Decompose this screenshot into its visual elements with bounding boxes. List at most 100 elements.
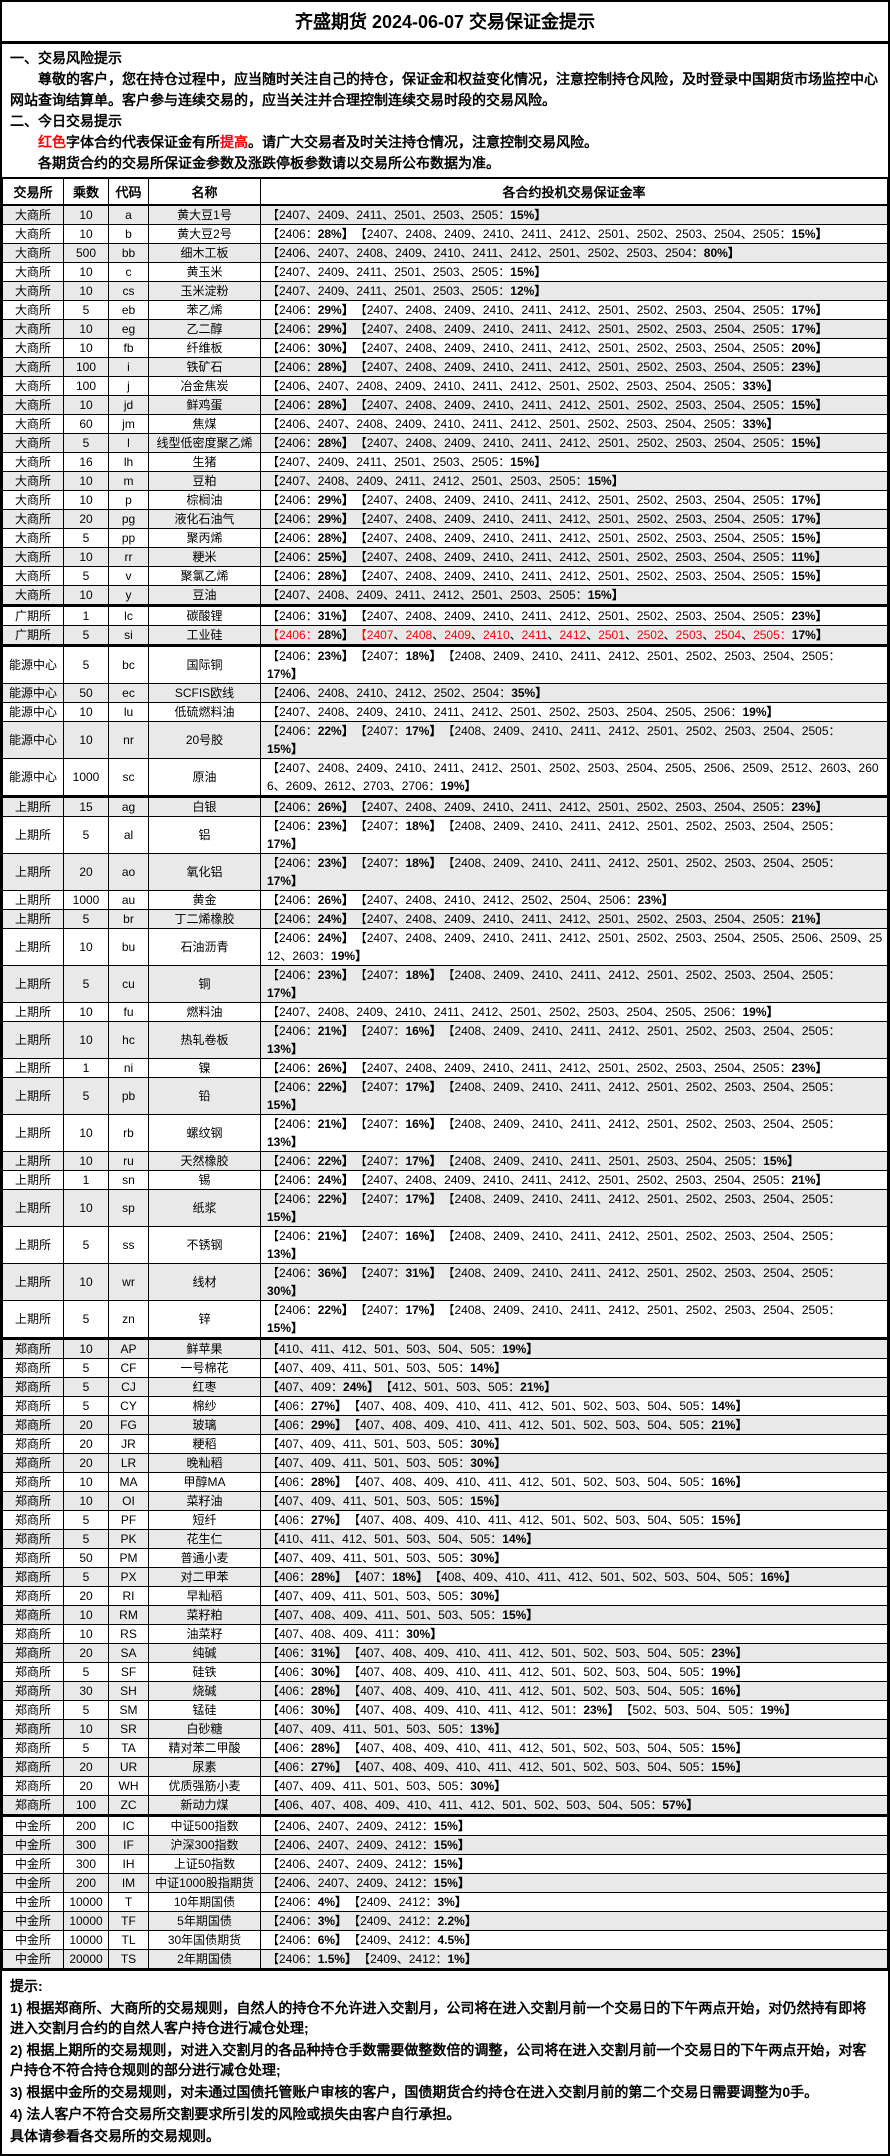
cell-code: sp — [108, 1189, 149, 1227]
contract-rate-group: 【2407、2408、2409、2410、2411、2412、2501、2502… — [360, 550, 827, 564]
table-row: 上期所 10 rb 螺纹钢 【2406：21%】 【2407：16%】 【2408、2409… — [2, 1114, 888, 1152]
cell-code: JR — [108, 1434, 149, 1454]
contract-rate-group: 【2406：28%】 — [267, 398, 354, 412]
cell-code: MA — [108, 1472, 149, 1492]
contract-rate-group: 【2408、2409、2410、2411、2412、2501、2502、2503… — [267, 649, 841, 681]
cell-margin-rates: 【2406：22%】 【2407：17%】 【2408、2409、2410、2411… — [260, 1077, 888, 1115]
contract-rate-group: 【407、409、411、501、503、505：30%】 — [267, 1589, 507, 1603]
margin-rate-value: 18%】 — [405, 649, 442, 663]
cell-code: lh — [108, 452, 149, 472]
cell-margin-rates: 【2406：22%】 【2407：17%】 【2408、2409、2410、2411… — [260, 1300, 888, 1340]
contract-rate-group: 【2407、2408、2409、2410、2411、2412、2501、2502… — [360, 1061, 828, 1075]
cell-multiplier: 5 — [63, 433, 109, 453]
contract-rate-group: 【407、408、409、410、411、412、501、502、503、504… — [354, 1475, 748, 1489]
contract-rate-group: 【2406：24%】 — [267, 1173, 354, 1187]
cell-multiplier: 10 — [63, 262, 109, 282]
table-row: 大商所 5 v 聚氯乙烯 【2406：28%】 【2407、2408、2409、2410、… — [2, 566, 888, 586]
cell-exchange: 郑商所 — [2, 1586, 64, 1606]
cell-exchange: 上期所 — [2, 928, 64, 966]
cell-margin-rates: 【407、408、409、411：30%】 — [260, 1624, 888, 1644]
cell-name: 花生仁 — [148, 1529, 261, 1549]
cell-name: 菜籽粕 — [148, 1605, 261, 1625]
cell-exchange: 郑商所 — [2, 1681, 64, 1701]
table-row: 大商所 10 jd 鲜鸡蛋 【2406：28%】 【2407、2408、2409、2410… — [2, 395, 888, 415]
contract-rate-group: 【406、407、408、409、410、411、412、501、502、503… — [267, 1798, 699, 1812]
margin-rate-value: 30%】 — [267, 1284, 304, 1298]
cell-name: 冶金焦炭 — [148, 376, 261, 396]
cell-code: m — [108, 471, 149, 491]
footer-notes-section: 提示: 1) 根据郑商所、大商所的交易规则，自然人的持仓不允许进入交割月，公司将… — [2, 1971, 888, 2154]
cell-margin-rates: 【2406、2408、2410、2412、2502、2504：35%】 — [260, 683, 888, 703]
cell-code: br — [108, 909, 149, 929]
cell-name: 沪深300指数 — [148, 1835, 261, 1855]
col-header-multiplier: 乘数 — [63, 177, 109, 206]
risk-heading: 一、交易风险提示 — [10, 50, 122, 66]
cell-exchange: 上期所 — [2, 1226, 64, 1264]
margin-rate-value: 17%】 — [791, 512, 828, 526]
margin-rate-value: 17%】 — [791, 628, 828, 642]
margin-rate-value: 3%】 — [317, 1914, 348, 1928]
margin-rate-value: 16%】 — [711, 1684, 748, 1698]
cell-exchange: 上期所 — [2, 1002, 64, 1022]
contract-rate-group: 【406：28%】 — [267, 1570, 348, 1584]
table-row: 上期所 5 br 丁二烯橡胶 【2406：24%】 【2407、2408、2409、241… — [2, 909, 888, 929]
table-row: 郑商所 30 SH 烧碱 【406：28%】 【407、408、409、410、411、4… — [2, 1681, 888, 1701]
margin-rate-value: 19%】 — [440, 779, 477, 793]
cell-name: 原油 — [148, 758, 261, 798]
table-row: 中金所 10000 TF 5年期国债 【2406：3%】 【2409、2412：2.2%】 — [2, 1911, 888, 1931]
contract-rate-group: 【2406：1.5%】 — [267, 1952, 358, 1966]
margin-rate-value: 23%】 — [791, 609, 828, 623]
cell-margin-rates: 【410、411、412、501、503、504、505：19%】 — [260, 1338, 888, 1359]
contract-rate-group: 【2406：21%】 — [267, 1024, 354, 1038]
today-note-line: 各期货合约的交易所保证金参数及涨跌停板参数请以交易所公布数据为准。 — [38, 155, 500, 171]
cell-code: SF — [108, 1662, 149, 1682]
contract-rate-group: 【2408、2409、2410、2411、2412、2501、2502、2503… — [267, 1229, 841, 1261]
cell-margin-rates: 【2406：26%】 【2407、2408、2409、2410、2411、2412… — [260, 796, 888, 817]
cell-code: rb — [108, 1114, 149, 1152]
table-row: 中金所 200 IM 中证1000股指期货 【2406、2407、2409、2412：1… — [2, 1873, 888, 1893]
table-row: 大商所 20 pg 液化石油气 【2406：29%】 【2407、2408、2409、24… — [2, 509, 888, 529]
cell-name: 生猪 — [148, 452, 261, 472]
cell-code: ec — [108, 683, 149, 703]
table-row: 中金所 200 IC 中证500指数 【2406、2407、2409、2412：15%】 — [2, 1815, 888, 1836]
cell-exchange: 能源中心 — [2, 683, 64, 703]
table-row: 中金所 300 IF 沪深300指数 【2406、2407、2409、2412：15%】 — [2, 1835, 888, 1855]
cell-multiplier: 10 — [63, 1189, 109, 1227]
margin-rate-value: 17%】 — [405, 1154, 442, 1168]
contract-rate-group: 【407、409、411、501、503、505：15%】 — [267, 1494, 507, 1508]
cell-name: 玉米淀粉 — [148, 281, 261, 301]
cell-code: FG — [108, 1415, 149, 1435]
contract-rate-group: 【2406：23%】 — [267, 649, 354, 663]
table-row: 郑商所 5 CJ 红枣 【407、409：24%】 【412、501、503、505：21… — [2, 1377, 888, 1397]
cell-code: wr — [108, 1263, 149, 1301]
cell-name: 棉纱 — [148, 1396, 261, 1416]
cell-code: hc — [108, 1021, 149, 1059]
cell-margin-rates: 【2407、2409、2411、2501、2503、2505：12%】 — [260, 281, 888, 301]
table-row: 大商所 10 b 黄大豆2号 【2406：28%】 【2407、2408、2409、241… — [2, 224, 888, 244]
cell-exchange: 大商所 — [2, 319, 64, 339]
cell-code: IH — [108, 1854, 149, 1874]
cell-margin-rates: 【2406：36%】 【2407：31%】 【2408、2409、2410、2411… — [260, 1263, 888, 1301]
table-row: 上期所 10 ru 天然橡胶 【2406：22%】 【2407：17%】 【2408、240… — [2, 1151, 888, 1171]
contract-rate-group: 【2407、2409、2411、2501、2503、2505：15%】 — [267, 455, 547, 469]
cell-multiplier: 5 — [63, 965, 109, 1003]
margin-rate-value: 23%】 — [583, 1703, 620, 1717]
cell-margin-rates: 【2406：22%】 【2407：17%】 【2408、2409、2410、2411… — [260, 721, 888, 759]
cell-name: 低硫燃料油 — [148, 702, 261, 722]
margin-rate-value: 57%】 — [662, 1798, 699, 1812]
cell-code: jd — [108, 395, 149, 415]
contract-rate-group: 【407、408、409、411、501、503、505：15%】 — [267, 1608, 539, 1622]
contract-rate-group: 【2406、2407、2409、2412：15%】 — [267, 1876, 470, 1890]
contract-rate-group: 【2406、2407、2408、2409、2410、2411、2412、2501… — [267, 246, 740, 260]
cell-name: SCFIS欧线 — [148, 683, 261, 703]
cell-multiplier: 5 — [63, 909, 109, 929]
margin-rate-value: 15%】 — [267, 742, 304, 756]
contract-rate-group: 【2406：29%】 — [267, 322, 354, 336]
table-row: 上期所 10 bu 石油沥青 【2406：24%】 【2407、2408、2409、241… — [2, 928, 888, 966]
cell-code: pp — [108, 528, 149, 548]
table-row: 大商所 10 rr 粳米 【2406：25%】 【2407、2408、2409、2410、… — [2, 547, 888, 567]
cell-multiplier: 300 — [63, 1854, 109, 1874]
cell-code: ag — [108, 796, 149, 817]
margin-rate-value: 28%】 — [317, 531, 354, 545]
cell-margin-rates: 【2407、2408、2409、2411、2412、2501、2503、2505… — [260, 471, 888, 491]
